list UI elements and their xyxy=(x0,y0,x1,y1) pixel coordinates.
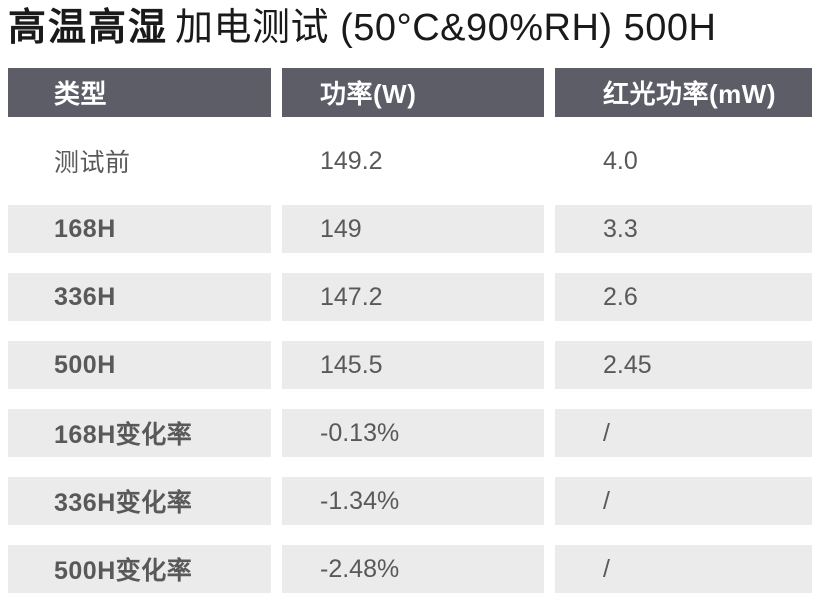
power-value: 147.2 xyxy=(282,273,544,321)
power-change-value: -1.34% xyxy=(282,477,544,525)
table-row-168h: 168H 149 3.3 xyxy=(8,205,812,253)
red-power-value: 4.0 xyxy=(555,137,812,185)
row-label: 测试前 xyxy=(8,137,271,185)
red-power-change-value: / xyxy=(555,409,812,457)
table-row-pre-test: 测试前 149.2 4.0 xyxy=(8,137,812,185)
power-change-value: -0.13% xyxy=(282,409,544,457)
test-results-table: 类型 功率(W) 红光功率(mW) 测试前 149.2 4.0 168H 149… xyxy=(8,68,812,593)
red-power-value: 2.6 xyxy=(555,273,812,321)
table-row-336h-change-rate: 336H变化率 -1.34% / xyxy=(8,477,812,525)
column-header-power: 功率(W) xyxy=(282,68,544,117)
red-power-value: 3.3 xyxy=(555,205,812,253)
row-label: 336H xyxy=(8,273,271,321)
row-label: 500H变化率 xyxy=(8,545,271,593)
page: 高温高湿 加电测试 (50°C&90%RH) 500H 类型 功率(W) 红光功率… xyxy=(0,4,820,593)
page-title: 高温高湿 加电测试 (50°C&90%RH) 500H xyxy=(8,4,820,52)
power-change-value: -2.48% xyxy=(282,545,544,593)
page-title-rest: 加电测试 (50°C&90%RH) 500H xyxy=(175,7,717,49)
table-row-500h-change-rate: 500H变化率 -2.48% / xyxy=(8,545,812,593)
row-label: 168H xyxy=(8,205,271,253)
column-header-type: 类型 xyxy=(8,68,271,117)
power-value: 145.5 xyxy=(282,341,544,389)
red-power-value: 2.45 xyxy=(555,341,812,389)
table-row-336h: 336H 147.2 2.6 xyxy=(8,273,812,321)
column-header-red-power: 红光功率(mW) xyxy=(555,68,812,117)
page-title-emphasis: 高温高湿 xyxy=(8,7,169,49)
power-value: 149.2 xyxy=(282,137,544,185)
row-label: 168H变化率 xyxy=(8,409,271,457)
table-row-500h: 500H 145.5 2.45 xyxy=(8,341,812,389)
red-power-change-value: / xyxy=(555,477,812,525)
row-label: 336H变化率 xyxy=(8,477,271,525)
power-value: 149 xyxy=(282,205,544,253)
table-header-row: 类型 功率(W) 红光功率(mW) xyxy=(8,68,812,117)
row-label: 500H xyxy=(8,341,271,389)
table-row-168h-change-rate: 168H变化率 -0.13% / xyxy=(8,409,812,457)
red-power-change-value: / xyxy=(555,545,812,593)
